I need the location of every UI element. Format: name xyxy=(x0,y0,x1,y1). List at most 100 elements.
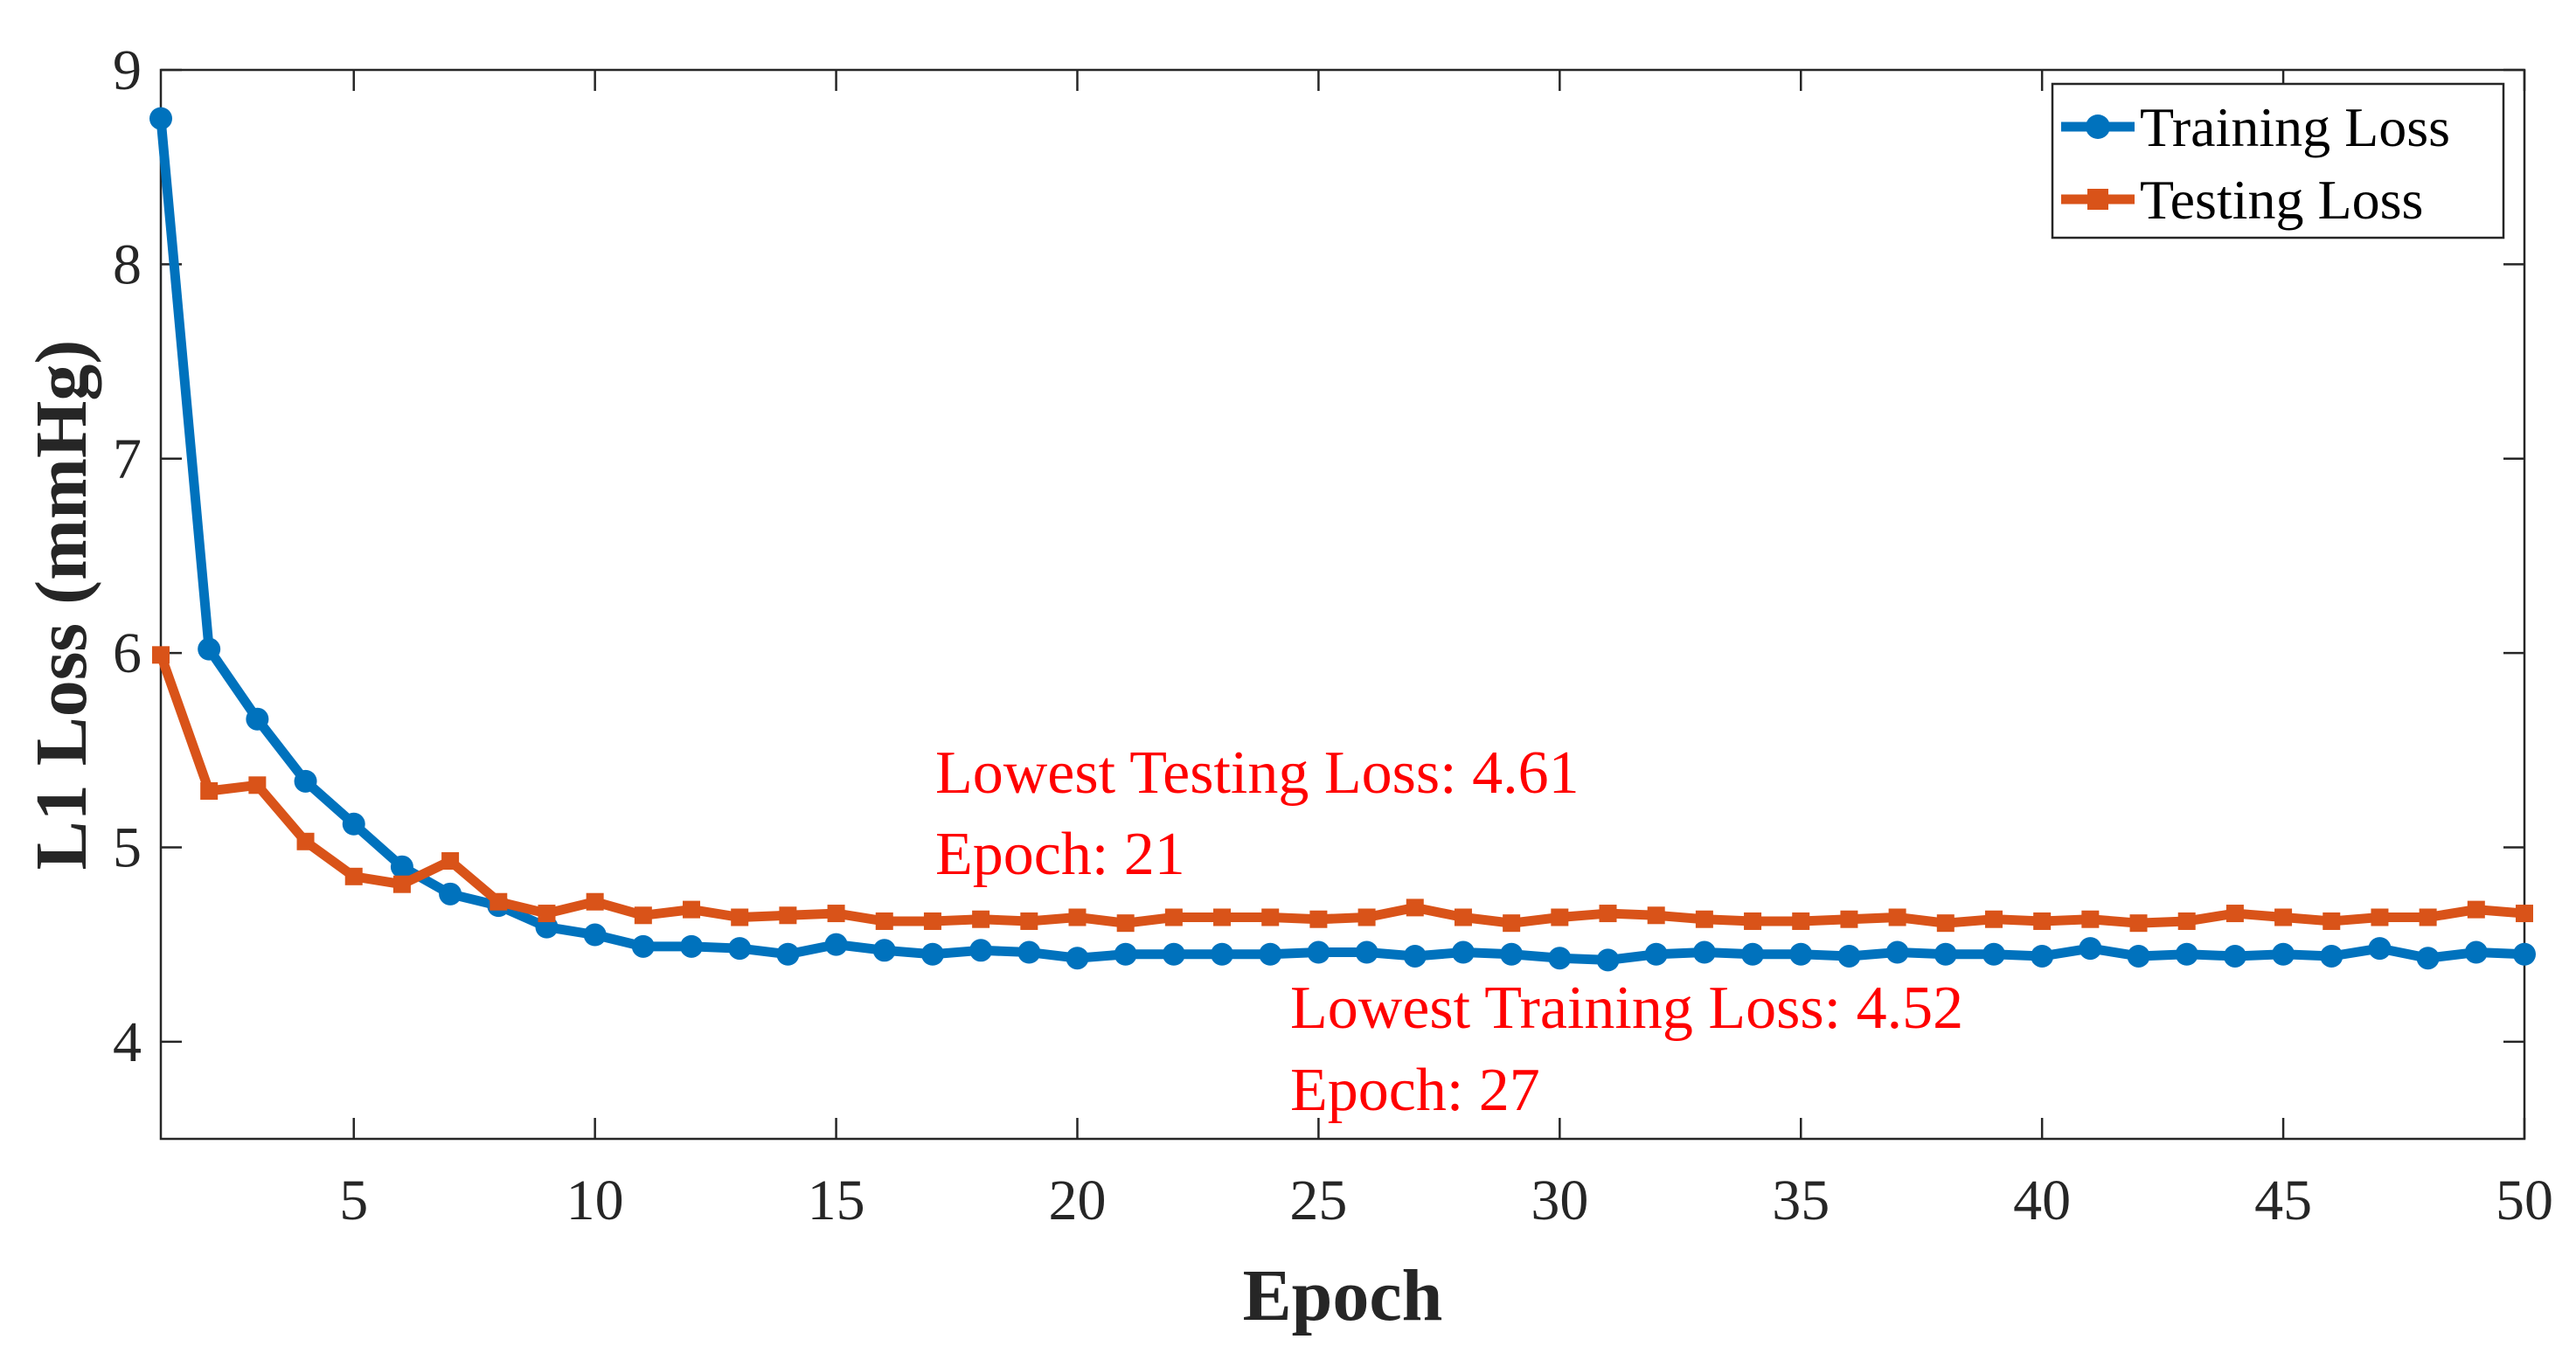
data-point xyxy=(1837,944,1861,968)
annotation-testing-line2: Epoch: 21 xyxy=(935,821,1185,888)
y-tick-label: 4 xyxy=(113,1010,142,1074)
data-point xyxy=(779,906,797,925)
annotation-training-line2: Epoch: 27 xyxy=(1290,1057,1540,1124)
data-point xyxy=(2513,942,2536,966)
data-point xyxy=(1406,899,1424,917)
legend-training-marker xyxy=(2086,114,2110,139)
data-point xyxy=(1888,908,1906,926)
data-point xyxy=(1644,942,1668,966)
data-point xyxy=(441,852,460,871)
data-point xyxy=(683,900,701,919)
data-point xyxy=(1451,940,1475,964)
data-point xyxy=(920,942,944,966)
data-point xyxy=(2223,944,2246,968)
data-point xyxy=(1211,942,1234,966)
y-tick-label: 8 xyxy=(113,232,142,296)
data-point xyxy=(1982,942,2005,966)
data-point xyxy=(439,882,462,906)
data-point xyxy=(776,942,800,966)
data-point xyxy=(1114,942,1137,966)
x-tick-label: 45 xyxy=(2254,1169,2312,1232)
data-point xyxy=(2416,947,2440,970)
x-tick-label: 30 xyxy=(1531,1169,1588,1232)
data-point xyxy=(1357,908,1376,926)
data-point xyxy=(296,832,315,850)
data-point xyxy=(1403,944,1427,968)
data-point xyxy=(1164,908,1183,926)
y-tick-label: 7 xyxy=(113,427,142,491)
x-tick-label: 10 xyxy=(566,1169,624,1232)
data-point xyxy=(2081,910,2100,928)
data-point xyxy=(1789,942,1813,966)
data-point xyxy=(1017,940,1041,964)
data-point xyxy=(680,934,704,958)
data-point xyxy=(1647,906,1665,925)
data-point xyxy=(392,875,411,893)
data-point xyxy=(2323,912,2341,930)
data-point xyxy=(2033,912,2052,930)
legend-testing-marker xyxy=(2087,189,2108,210)
series xyxy=(149,107,2536,972)
data-point xyxy=(1068,908,1087,926)
data-point xyxy=(1599,905,1617,923)
data-point xyxy=(2031,944,2054,968)
data-point xyxy=(1551,908,1569,926)
series-testing-loss xyxy=(152,646,2533,933)
data-point xyxy=(2371,908,2389,926)
x-tick-label: 40 xyxy=(2013,1169,2071,1232)
data-point xyxy=(583,923,607,947)
legend-training-label: Training Loss xyxy=(2140,96,2450,158)
data-point xyxy=(923,912,941,930)
x-axis-title: Epoch xyxy=(1243,1255,1443,1336)
legend-testing-label: Testing Loss xyxy=(2140,169,2423,231)
y-tick-label: 6 xyxy=(113,621,142,685)
data-point xyxy=(728,937,752,961)
data-point xyxy=(1307,940,1330,964)
data-point xyxy=(1936,914,1955,933)
data-point xyxy=(875,912,893,930)
data-point xyxy=(1548,947,1572,970)
data-point xyxy=(872,939,896,962)
data-point xyxy=(1792,912,1810,930)
x-tick-label: 50 xyxy=(2496,1169,2553,1232)
annotation-training: Lowest Training Loss: 4.52 Epoch: 27 xyxy=(1290,975,1963,1124)
x-tick-label: 25 xyxy=(1289,1169,1347,1232)
data-point xyxy=(2175,942,2198,966)
x-tick-label: 35 xyxy=(1772,1169,1830,1232)
data-point xyxy=(1885,940,1909,964)
legend: Training Loss Testing Loss xyxy=(2051,82,2505,239)
data-point xyxy=(538,905,556,923)
data-point xyxy=(2368,937,2392,961)
data-point xyxy=(390,855,413,878)
data-point xyxy=(294,769,317,793)
annotation-training-line1: Lowest Training Loss: 4.52 xyxy=(1290,975,1963,1042)
y-tick-label: 5 xyxy=(113,815,142,879)
data-point xyxy=(1692,940,1716,964)
data-point xyxy=(1840,910,1858,928)
data-point xyxy=(248,776,267,794)
data-point xyxy=(152,646,170,664)
data-point xyxy=(2419,908,2437,926)
data-point xyxy=(1116,914,1135,933)
data-point xyxy=(827,905,845,923)
annotation-testing: Lowest Testing Loss: 4.61 Epoch: 21 xyxy=(935,739,1580,888)
data-point xyxy=(2129,914,2148,933)
data-point xyxy=(1744,912,1762,930)
data-point xyxy=(2320,944,2343,968)
data-point xyxy=(634,906,652,925)
data-point xyxy=(1261,908,1280,926)
data-point xyxy=(198,637,221,661)
data-point xyxy=(1454,908,1472,926)
y-axis-title: L1 Loss (mmHg) xyxy=(21,340,102,871)
data-point xyxy=(731,908,749,926)
data-point xyxy=(1355,940,1378,964)
data-point xyxy=(1066,947,1089,970)
legend-box xyxy=(2051,82,2505,239)
data-point xyxy=(344,867,363,885)
data-point xyxy=(1503,914,1521,933)
series-training-loss xyxy=(149,107,2536,972)
data-point xyxy=(2079,937,2102,961)
data-point xyxy=(972,910,990,928)
data-point xyxy=(824,933,848,956)
